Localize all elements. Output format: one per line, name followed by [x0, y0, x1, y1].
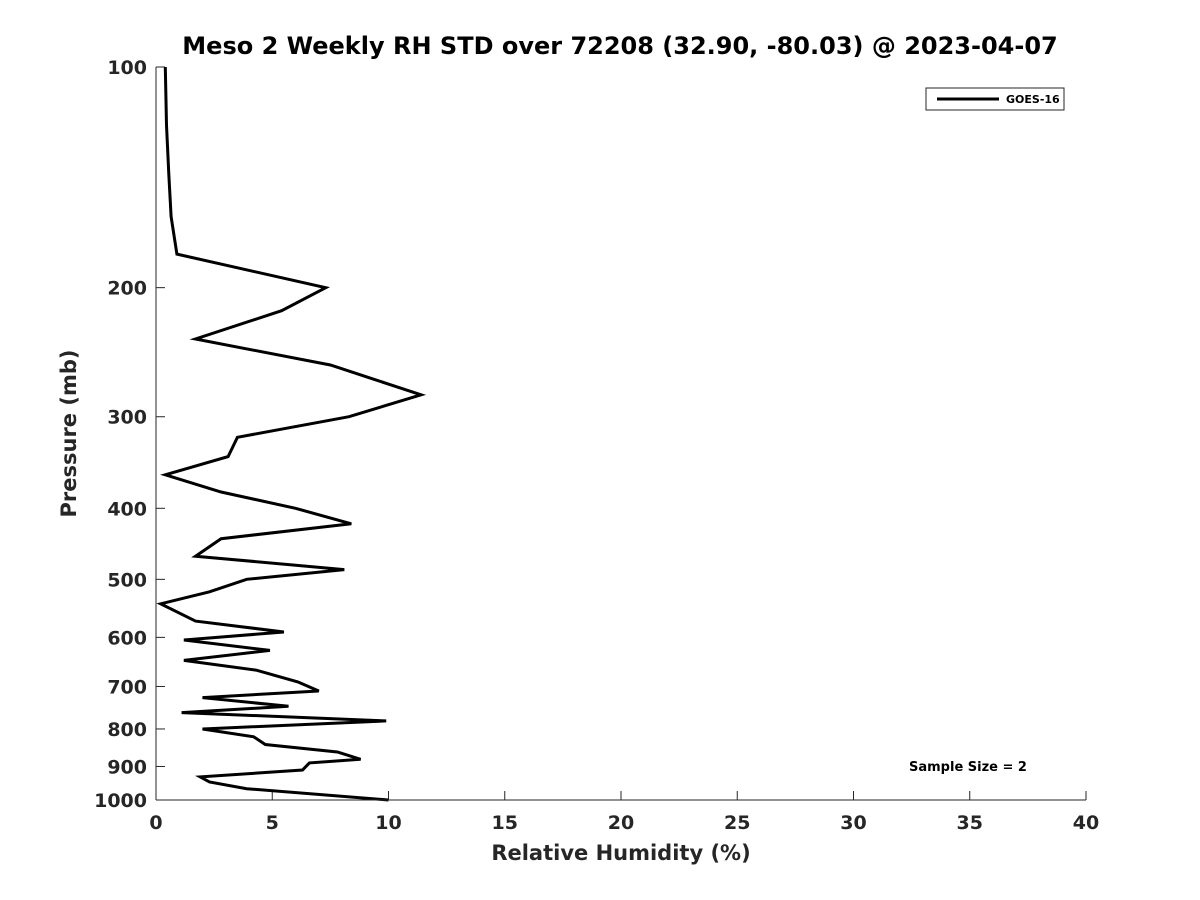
y-tick-label: 600 [107, 627, 147, 649]
y-tick-label: 500 [107, 569, 147, 591]
y-tick-label: 900 [107, 756, 147, 778]
chart-title: Meso 2 Weekly RH STD over 72208 (32.90, … [182, 32, 1057, 60]
x-tick-label: 40 [1073, 812, 1099, 834]
x-tick-label: 15 [492, 812, 518, 834]
x-axis-label: Relative Humidity (%) [491, 841, 750, 865]
x-tick-label: 30 [840, 812, 866, 834]
series-layer [156, 66, 427, 802]
y-axis-ticks: 100 200 300 400 500 600 700 800 900 1000 [94, 57, 165, 812]
series-line-goes-16 [156, 66, 427, 802]
y-tick-label: 100 [107, 57, 147, 79]
legend-label-goes-16: GOES-16 [1006, 93, 1060, 106]
y-tick-label: 800 [107, 719, 147, 741]
x-tick-label: 35 [957, 812, 983, 834]
x-tick-label: 5 [266, 812, 279, 834]
x-tick-label: 25 [724, 812, 750, 834]
y-tick-label: 700 [107, 676, 147, 698]
y-axis-label: Pressure (mb) [57, 350, 81, 518]
x-tick-label: 10 [375, 812, 401, 834]
legend: GOES-16 [925, 87, 1065, 111]
sample-size-annotation: Sample Size = 2 [909, 760, 1027, 775]
y-tick-label: 200 [107, 278, 147, 300]
y-tick-label: 400 [107, 498, 147, 520]
y-tick-label: 300 [107, 407, 147, 429]
x-tick-label: 0 [149, 812, 162, 834]
x-tick-label: 20 [608, 812, 634, 834]
x-axis-ticks: 0 5 10 15 20 25 30 35 40 [149, 791, 1099, 834]
y-tick-label: 1000 [94, 790, 147, 812]
